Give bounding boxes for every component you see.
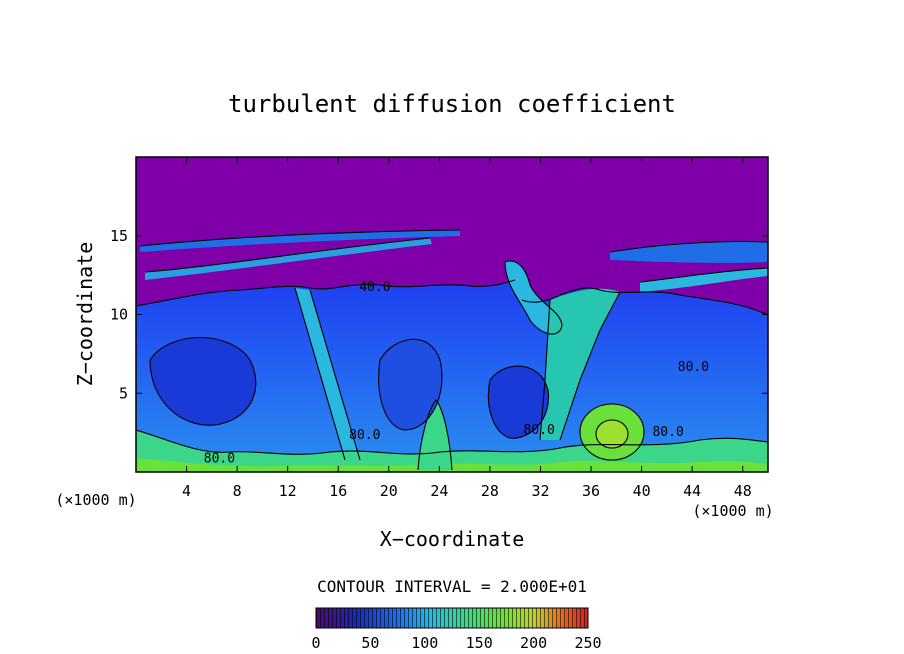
contour-label: 80.0 <box>349 428 380 443</box>
colorbar-tick-label: 150 <box>466 634 493 652</box>
x-tick-label: 24 <box>430 482 448 500</box>
plume-region <box>505 260 562 335</box>
x-tick-label: 48 <box>734 482 752 500</box>
x-axis-ticks: 4 8 12 16 20 24 28 32 36 40 44 48 <box>182 157 752 500</box>
eddy-core-region <box>596 420 628 448</box>
colorbar-frame <box>315 607 589 629</box>
updraft-column-region <box>295 288 360 460</box>
y-axis-label: Z−coordinate <box>73 242 97 387</box>
colorbar: 0 50 100 150 200 250 <box>311 607 602 652</box>
colorbar-ticks: 0 50 100 150 200 250 <box>311 634 601 652</box>
x-tick-label: 12 <box>279 482 297 500</box>
colorbar-tick-label: 0 <box>311 634 320 652</box>
plot-area: 80.0 80.0 80.0 80.0 80.0 40.0 <box>136 157 768 472</box>
colorbar-tick-label: 250 <box>574 634 601 652</box>
chart-title: turbulent diffusion coefficient <box>228 90 676 118</box>
contour-label: 80.0 <box>652 425 683 440</box>
x-tick-label: 44 <box>683 482 701 500</box>
upper-streak-2 <box>145 238 432 280</box>
x-tick-label: 8 <box>233 482 242 500</box>
x-unit-right: (×1000 m) <box>692 502 773 520</box>
contour-label: 40.0 <box>359 280 390 295</box>
contour-label: 80.0 <box>524 423 555 438</box>
contour-lines <box>136 229 768 471</box>
contour-label: 80.0 <box>678 360 709 375</box>
y-tick-label: 15 <box>110 227 128 245</box>
left-vortex-inner <box>150 337 256 426</box>
upper-streak-4 <box>640 268 768 292</box>
x-tick-label: 32 <box>531 482 549 500</box>
y-tick-label: 5 <box>119 384 128 402</box>
right-vortex-inner <box>488 366 549 439</box>
upper-streak-1 <box>140 230 460 252</box>
colorbar-tick-label: 100 <box>411 634 438 652</box>
x-tick-label: 28 <box>481 482 499 500</box>
mid-column-region <box>540 288 620 440</box>
contour-labels: 80.0 80.0 80.0 80.0 80.0 40.0 <box>204 280 709 467</box>
y-axis-ticks: 5 10 15 <box>110 227 768 402</box>
x-axis-label: X−coordinate <box>380 527 525 551</box>
colorbar-tick-label: 50 <box>361 634 379 652</box>
x-unit-left: (×1000 m) <box>55 491 136 509</box>
y-tick-label: 10 <box>110 306 128 324</box>
x-tick-label: 16 <box>329 482 347 500</box>
contour-interval-text: CONTOUR INTERVAL = 2.000E+01 <box>317 577 587 596</box>
x-tick-label: 36 <box>582 482 600 500</box>
x-tick-label: 20 <box>380 482 398 500</box>
center-vortex-inner <box>378 339 442 430</box>
contour-label: 80.0 <box>204 452 235 467</box>
colorbar-stripes <box>316 608 588 628</box>
x-tick-label: 40 <box>633 482 651 500</box>
x-tick-label: 4 <box>182 482 191 500</box>
colorbar-tick-label: 200 <box>520 634 547 652</box>
